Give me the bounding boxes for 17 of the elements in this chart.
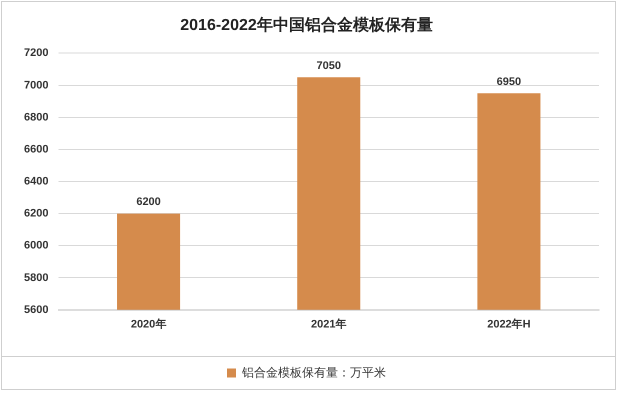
y-tick-label: 5600 [24, 304, 48, 316]
x-tick-label: 2022年H [487, 317, 531, 330]
x-tick-label: 2021年 [310, 317, 346, 330]
y-tick-label: 7200 [24, 47, 48, 60]
x-tick-label: 2020年 [130, 317, 166, 330]
y-tick-label: 6400 [24, 176, 48, 188]
y-tick-label: 6200 [24, 208, 48, 220]
data-label: 6950 [496, 76, 522, 88]
y-tick-label: 6800 [24, 111, 48, 124]
data-label: 7050 [316, 60, 341, 72]
legend-label: 铝合金模板保有量：万平米 [241, 365, 386, 380]
y-tick-label: 7000 [24, 79, 48, 92]
chart-title: 2016-2022年中国铝合金模板保有量 [180, 16, 433, 34]
y-tick-label: 6000 [24, 240, 48, 252]
y-tick-label: 6600 [24, 143, 48, 156]
y-tick-label: 5800 [24, 272, 48, 284]
data-label: 6200 [136, 196, 161, 208]
